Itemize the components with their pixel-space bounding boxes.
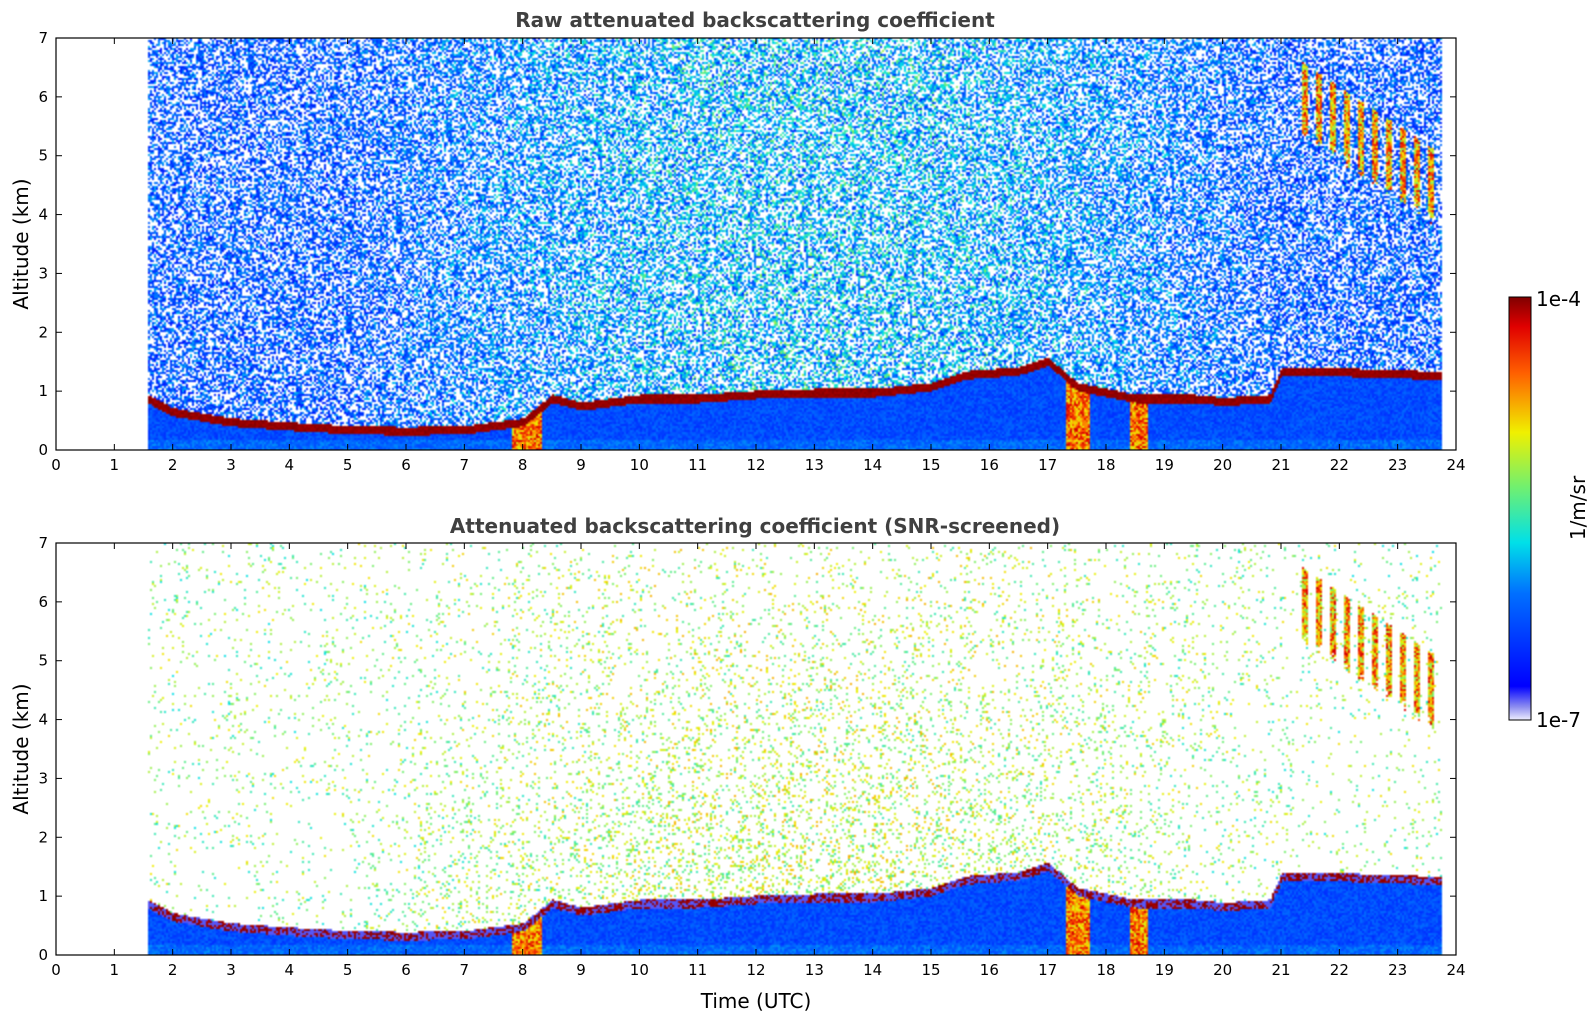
x-tick-label: 17: [1038, 456, 1057, 474]
panel2-y-ticks: 0 1 2 3 4 5 6 7: [38, 534, 1456, 964]
x-tick-label: 10: [630, 456, 649, 474]
panel1-title: Raw attenuated backscattering coefficien…: [515, 8, 995, 32]
x-tick-label: 4: [285, 456, 295, 474]
y-tick-label: 7: [38, 534, 48, 552]
x-tick-label: 9: [576, 961, 586, 979]
colorbar: 1e-4 1e-7 1/m/sr: [1508, 287, 1590, 732]
panel2-xlabel: Time (UTC): [700, 989, 812, 1013]
colorbar-min-label: 1e-7: [1536, 708, 1581, 732]
x-tick-label: 18: [1096, 961, 1115, 979]
panel-raw: Raw attenuated backscattering coefficien…: [9, 8, 1466, 474]
panel2-title: Attenuated backscattering coefficient (S…: [450, 514, 1060, 538]
y-tick-label: 3: [38, 264, 48, 282]
x-tick-label: 8: [518, 456, 528, 474]
x-tick-label: 24: [1446, 456, 1465, 474]
panel-snr-screened: Attenuated backscattering coefficient (S…: [9, 514, 1466, 1013]
x-tick-label: 6: [401, 961, 411, 979]
y-tick-label: 6: [38, 88, 48, 106]
x-tick-label: 19: [1155, 456, 1174, 474]
x-tick-label: 22: [1330, 961, 1349, 979]
x-tick-label: 18: [1096, 456, 1115, 474]
x-tick-label: 10: [630, 961, 649, 979]
y-tick-label: 0: [38, 441, 48, 459]
x-tick-label: 22: [1330, 456, 1349, 474]
x-tick-label: 23: [1388, 456, 1407, 474]
x-tick-label: 15: [921, 961, 940, 979]
x-tick-label: 11: [688, 961, 707, 979]
colorbar-unit-label: 1/m/sr: [1566, 475, 1590, 540]
panel1-ylabel: Altitude (km): [9, 178, 33, 309]
x-tick-label: 24: [1446, 961, 1465, 979]
x-tick-label: 7: [460, 456, 470, 474]
x-tick-label: 0: [51, 456, 61, 474]
panel1-y-ticks: 0 1 2 3 4 5 6 7: [38, 29, 1456, 459]
colorbar-gradient: [1508, 296, 1532, 721]
x-tick-label: 2: [168, 456, 178, 474]
y-tick-label: 7: [38, 29, 48, 47]
y-tick-label: 4: [38, 711, 48, 729]
x-tick-label: 13: [805, 456, 824, 474]
x-tick-label: 20: [1213, 961, 1232, 979]
x-tick-label: 17: [1038, 961, 1057, 979]
x-tick-label: 11: [688, 456, 707, 474]
x-tick-label: 15: [921, 456, 940, 474]
x-tick-label: 20: [1213, 456, 1232, 474]
panel1-heatmap: [56, 38, 1456, 450]
y-tick-label: 6: [38, 593, 48, 611]
panel2-heatmap: [56, 543, 1456, 955]
x-tick-label: 5: [343, 961, 353, 979]
x-tick-label: 3: [226, 961, 236, 979]
y-tick-label: 2: [38, 828, 48, 846]
x-tick-label: 4: [285, 961, 295, 979]
x-tick-label: 0: [51, 961, 61, 979]
y-tick-label: 5: [38, 652, 48, 670]
x-tick-label: 9: [576, 456, 586, 474]
x-tick-label: 21: [1271, 961, 1290, 979]
x-tick-label: 13: [805, 961, 824, 979]
panel1-x-ticks: 0 1 2 3 4 5 6 7 8 9 10 11 12 13 14 15 16 17 18 19 20 21 22 23 24: [51, 38, 1466, 474]
y-tick-label: 1: [38, 382, 48, 400]
x-tick-label: 14: [863, 456, 882, 474]
colorbar-max-label: 1e-4: [1536, 287, 1581, 311]
x-tick-label: 3: [226, 456, 236, 474]
x-tick-label: 5: [343, 456, 353, 474]
x-tick-label: 14: [863, 961, 882, 979]
panel2-ylabel: Altitude (km): [9, 683, 33, 814]
x-tick-label: 2: [168, 961, 178, 979]
y-tick-label: 3: [38, 769, 48, 787]
x-tick-label: 1: [110, 456, 120, 474]
x-tick-label: 21: [1271, 456, 1290, 474]
x-tick-label: 19: [1155, 961, 1174, 979]
x-tick-label: 12: [746, 961, 765, 979]
x-tick-label: 23: [1388, 961, 1407, 979]
y-tick-label: 1: [38, 887, 48, 905]
x-tick-label: 6: [401, 456, 411, 474]
y-tick-label: 0: [38, 946, 48, 964]
x-tick-label: 8: [518, 961, 528, 979]
y-tick-label: 4: [38, 206, 48, 224]
x-tick-label: 16: [980, 456, 999, 474]
x-tick-label: 16: [980, 961, 999, 979]
y-tick-label: 5: [38, 147, 48, 165]
panel2-x-ticks: 0 1 2 3 4 5 6 7 8 9 10 11 12 13 14 15 16 17 18 19 20 21 22 23 24: [51, 543, 1466, 979]
x-tick-label: 7: [460, 961, 470, 979]
x-tick-label: 12: [746, 456, 765, 474]
x-tick-label: 1: [110, 961, 120, 979]
y-tick-label: 2: [38, 323, 48, 341]
